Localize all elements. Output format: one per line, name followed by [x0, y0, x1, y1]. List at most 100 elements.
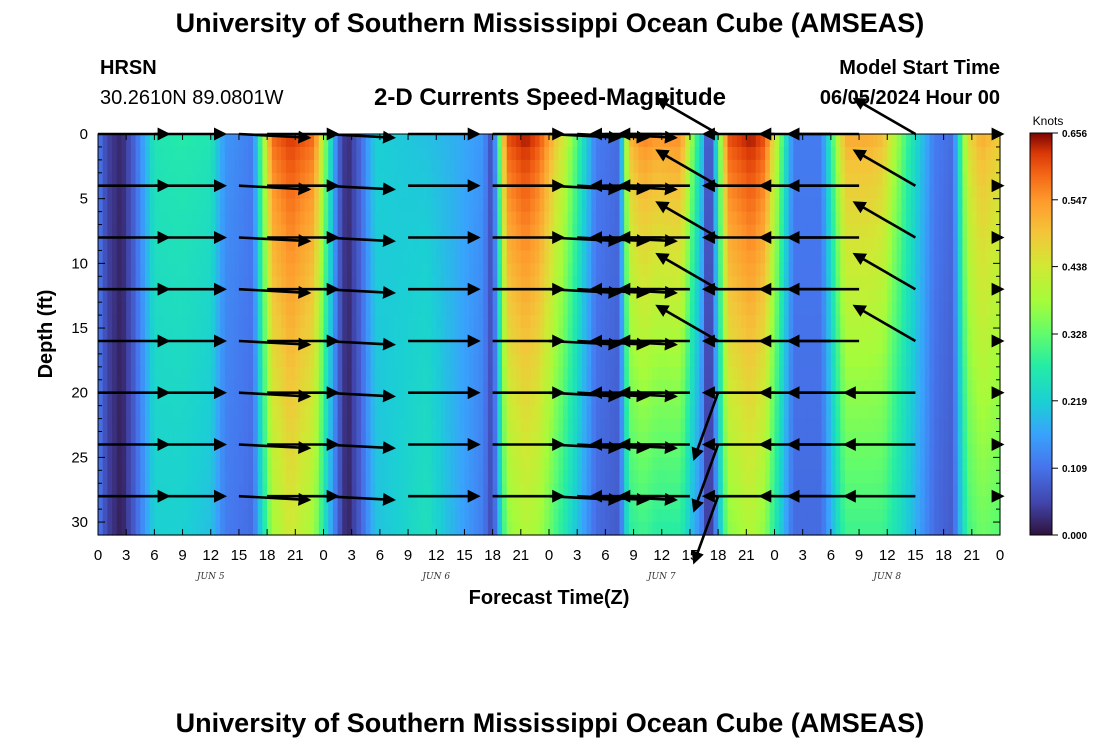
heatmap-cell — [605, 405, 611, 420]
heatmap-cell — [276, 418, 282, 433]
heatmap-cell — [253, 289, 259, 303]
heatmap-cell — [215, 185, 221, 200]
heatmap-cell — [154, 185, 160, 200]
heatmap-cell — [844, 315, 851, 329]
heatmap-cell — [238, 237, 245, 252]
heatmap-cell — [450, 224, 456, 239]
heatmap-cell — [229, 185, 235, 200]
heatmap-cell — [821, 237, 827, 252]
heatmap-cell — [483, 211, 489, 226]
heatmap-cell — [530, 496, 536, 510]
heatmap-cell — [793, 483, 799, 497]
heatmap-cell — [628, 444, 635, 458]
heatmap-cell — [417, 483, 423, 497]
heatmap-cell — [253, 379, 259, 394]
heatmap-cell — [375, 211, 381, 226]
heatmap-cell — [473, 146, 480, 161]
heatmap-cell — [393, 134, 400, 148]
heatmap-cell — [257, 431, 264, 446]
heatmap-cell — [685, 134, 691, 148]
heatmap-cell — [121, 328, 127, 342]
heatmap-cell — [464, 522, 470, 536]
heatmap-cell — [361, 328, 367, 342]
heatmap-cell — [473, 405, 480, 420]
heatmap-cell — [191, 250, 198, 264]
heatmap-cell — [605, 289, 611, 303]
heatmap-cell — [206, 496, 212, 510]
heatmap-cell — [290, 224, 296, 239]
heatmap-cell — [539, 392, 545, 407]
heatmap-cell — [130, 418, 137, 433]
heatmap-cell — [581, 483, 588, 497]
heatmap-cell — [342, 315, 348, 329]
heatmap-cell — [361, 405, 367, 420]
heatmap-cell — [262, 418, 268, 433]
heatmap-cell — [196, 224, 202, 239]
heatmap-cell — [774, 211, 780, 226]
heatmap-cell — [502, 198, 508, 213]
heatmap-cell — [229, 159, 235, 174]
heatmap-cell — [840, 379, 846, 394]
heatmap-cell — [779, 172, 785, 187]
heatmap-cell — [544, 159, 550, 174]
heatmap-cell — [647, 405, 653, 420]
heatmap-cell — [769, 159, 776, 174]
heatmap-cell — [633, 509, 639, 523]
heatmap-cell — [351, 470, 357, 484]
heatmap-cell — [732, 289, 738, 303]
heatmap-cell — [774, 263, 780, 277]
heatmap-cell — [314, 185, 320, 200]
heatmap-cell — [830, 211, 837, 226]
heatmap-cell — [483, 522, 489, 536]
heatmap-cell — [741, 522, 747, 536]
heatmap-cell — [238, 185, 245, 200]
heatmap-cell — [398, 211, 404, 226]
heatmap-cell — [553, 224, 559, 239]
heatmap-cell — [755, 379, 762, 394]
heatmap-cell — [704, 392, 710, 407]
heatmap-cell — [727, 340, 733, 355]
heatmap-cell — [440, 457, 447, 471]
heatmap-cell — [163, 328, 170, 342]
heatmap-cell — [328, 418, 334, 433]
heatmap-cell — [483, 276, 489, 290]
heatmap-cell — [342, 159, 348, 174]
heatmap-cell — [563, 366, 569, 381]
heatmap-cell — [112, 276, 118, 290]
heatmap-cell — [201, 237, 207, 252]
heatmap-cell — [412, 263, 419, 277]
heatmap-cell — [379, 263, 386, 277]
heatmap-cell — [342, 496, 348, 510]
heatmap-cell — [591, 276, 597, 290]
heatmap-cell — [685, 328, 691, 342]
heatmap-cell — [149, 509, 155, 523]
heatmap-cell — [295, 509, 301, 523]
heatmap-cell — [826, 302, 832, 316]
heatmap-cell — [549, 172, 555, 187]
heatmap-cell — [408, 457, 414, 471]
heatmap-cell — [549, 353, 555, 368]
heatmap-cell — [229, 211, 235, 226]
heatmap-cell — [314, 418, 320, 433]
heatmap-cell — [422, 185, 428, 200]
heatmap-cell — [426, 470, 433, 484]
heatmap-cell — [149, 392, 155, 407]
heatmap-cell — [680, 431, 686, 446]
heatmap-cell — [779, 522, 785, 536]
heatmap-cell — [647, 457, 653, 471]
heatmap-cell — [144, 224, 151, 239]
heatmap-cell — [314, 211, 320, 226]
heatmap-cell — [619, 418, 625, 433]
heatmap-cell — [440, 185, 447, 200]
heatmap-cell — [130, 302, 137, 316]
heatmap-cell — [525, 457, 531, 471]
heatmap-cell — [389, 366, 395, 381]
heatmap-cell — [384, 353, 390, 368]
heatmap-cell — [591, 211, 597, 226]
heatmap-cell — [361, 289, 367, 303]
heatmap-cell — [455, 328, 461, 342]
heatmap-cell — [262, 134, 268, 148]
heatmap-cell — [459, 276, 466, 290]
heatmap-cell — [844, 146, 851, 161]
heatmap-cell — [497, 392, 503, 407]
